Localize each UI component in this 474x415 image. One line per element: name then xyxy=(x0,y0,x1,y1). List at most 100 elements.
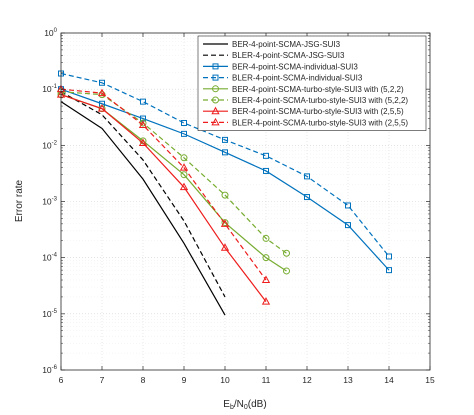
y-tick-label: 100 xyxy=(44,28,57,38)
data-point xyxy=(283,267,290,275)
data-point xyxy=(386,267,392,274)
legend-entry: BER-4-point-SCMA-turbo-style-SUI3 with (… xyxy=(203,85,404,94)
data-point xyxy=(97,104,107,112)
series-4 xyxy=(58,70,392,260)
series-2 xyxy=(60,91,226,298)
series-1 xyxy=(60,101,226,316)
legend-label: BLER-4-point-SCMA-individual-SUI3 xyxy=(232,74,363,83)
data-point xyxy=(222,136,228,143)
x-axis-label-sub2: 0 xyxy=(244,404,248,411)
data-point xyxy=(222,149,228,156)
x-tick-label: 13 xyxy=(343,375,353,385)
series-line xyxy=(60,88,390,271)
x-tick-label: 7 xyxy=(100,375,105,385)
data-point xyxy=(304,194,310,201)
y-tick-label-base: 10 xyxy=(42,365,52,375)
data-point xyxy=(99,79,105,86)
y-tick-label: 10-2 xyxy=(42,140,57,150)
legend-label: BLER-4-point-SCMA-JSG-SUI3 xyxy=(232,51,345,60)
series-line xyxy=(60,91,287,254)
data-point xyxy=(181,119,187,126)
legend-marker xyxy=(212,74,219,81)
data-point xyxy=(220,219,230,227)
y-tick-label-exponent: -6 xyxy=(52,365,58,371)
data-point xyxy=(180,154,188,162)
legend-label: BLER-4-point-SCMA-turbo-style-SUI3 with … xyxy=(232,96,408,105)
y-tick-label-exponent: -1 xyxy=(52,84,58,90)
grid xyxy=(61,33,430,370)
x-axis-label-mid: /N xyxy=(234,399,244,410)
y-tick-label: 10-5 xyxy=(42,309,57,319)
series-line xyxy=(60,101,226,316)
series-8 xyxy=(56,84,271,284)
x-tick-label: 12 xyxy=(302,375,312,385)
y-tick-label: 10-6 xyxy=(42,365,57,375)
legend-box xyxy=(197,35,427,131)
tick-labels: 6 7 8 9 10 11 12 13 14 1510-610-510-410-310-210-1… xyxy=(42,28,435,385)
data-point xyxy=(262,254,270,262)
data-point xyxy=(386,253,392,260)
series-line xyxy=(60,72,390,257)
y-tick-label-base: 10 xyxy=(42,140,52,150)
x-tick-label: 14 xyxy=(384,375,394,385)
data-point xyxy=(221,191,229,199)
data-point xyxy=(345,202,351,209)
y-tick-label-exponent: -2 xyxy=(52,140,58,146)
data-point xyxy=(181,130,187,137)
legend-marker xyxy=(212,96,219,104)
data-point xyxy=(179,182,189,191)
data-point xyxy=(220,243,230,251)
x-tick-label: 10 xyxy=(220,375,230,385)
legend-marker xyxy=(211,117,220,126)
y-tick-label-base: 10 xyxy=(42,84,52,94)
legend-entry: BLER-4-point-SCMA-JSG-SUI3 xyxy=(203,51,345,60)
x-axis-label-base: E xyxy=(223,399,230,410)
legend-label: BLER-4-point-SCMA-turbo-style-SUI3 with … xyxy=(232,118,408,127)
data-point xyxy=(97,88,107,97)
data-point xyxy=(345,222,351,229)
y-tick-label-exponent: -4 xyxy=(52,253,58,259)
legend-entry: BER-4-point-SCMA-individual-SUI3 xyxy=(203,62,358,71)
y-axis-label: Error rate xyxy=(14,179,25,222)
data-point xyxy=(140,98,146,105)
ticks xyxy=(60,32,431,371)
x-tick-label: 11 xyxy=(262,375,271,385)
legend-entry: BER-4-point-SCMA-turbo-style-SUI3 with (… xyxy=(203,106,404,116)
y-tick-label-base: 10 xyxy=(42,197,52,207)
data-point xyxy=(263,152,269,159)
data-point xyxy=(263,167,269,174)
legend-label: BER-4-point-SCMA-turbo-style-SUI3 with (… xyxy=(232,107,404,116)
legend-label: BER-4-point-SCMA-JSG-SUI3 xyxy=(232,40,341,49)
legend-marker xyxy=(211,106,220,115)
legend-label: BER-4-point-SCMA-turbo-style-SUI3 with (… xyxy=(232,85,404,94)
y-tick-label-base: 10 xyxy=(42,309,52,319)
legend-entry: BLER-4-point-SCMA-turbo-style-SUI3 with … xyxy=(203,96,408,105)
legend-marker xyxy=(212,63,219,70)
x-axis-label-sub1: b xyxy=(230,404,234,411)
legend-entry: BLER-4-point-SCMA-individual-SUI3 xyxy=(203,74,363,83)
data-point xyxy=(283,249,290,257)
legend-label: BER-4-point-SCMA-individual-SUI3 xyxy=(232,62,358,71)
data-point xyxy=(261,275,271,284)
y-tick-label: 10-1 xyxy=(42,84,57,94)
x-tick-label: 8 xyxy=(141,375,146,385)
y-tick-label: 10-4 xyxy=(42,253,57,263)
y-tick-label-base: 10 xyxy=(42,253,52,263)
data-point xyxy=(179,163,189,171)
legend-marker xyxy=(212,85,219,93)
y-tick-label-exponent: 0 xyxy=(54,28,58,34)
series-line xyxy=(60,88,267,281)
data-point xyxy=(262,234,270,242)
y-tick-label-exponent: -3 xyxy=(52,197,58,203)
x-tick-label: 15 xyxy=(425,375,435,385)
y-tick-label-base: 10 xyxy=(44,28,54,38)
data-point xyxy=(138,138,148,147)
series-line xyxy=(60,91,226,298)
legend: BER-4-point-SCMA-JSG-SUI3 BLER-4-point-SC… xyxy=(197,35,427,131)
data-point xyxy=(99,100,105,107)
y-tick-label-exponent: -5 xyxy=(52,309,58,315)
x-tick-label: 9 xyxy=(182,375,187,385)
legend-entry: BLER-4-point-SCMA-turbo-style-SUI3 with … xyxy=(203,117,408,127)
data-point xyxy=(180,171,188,179)
